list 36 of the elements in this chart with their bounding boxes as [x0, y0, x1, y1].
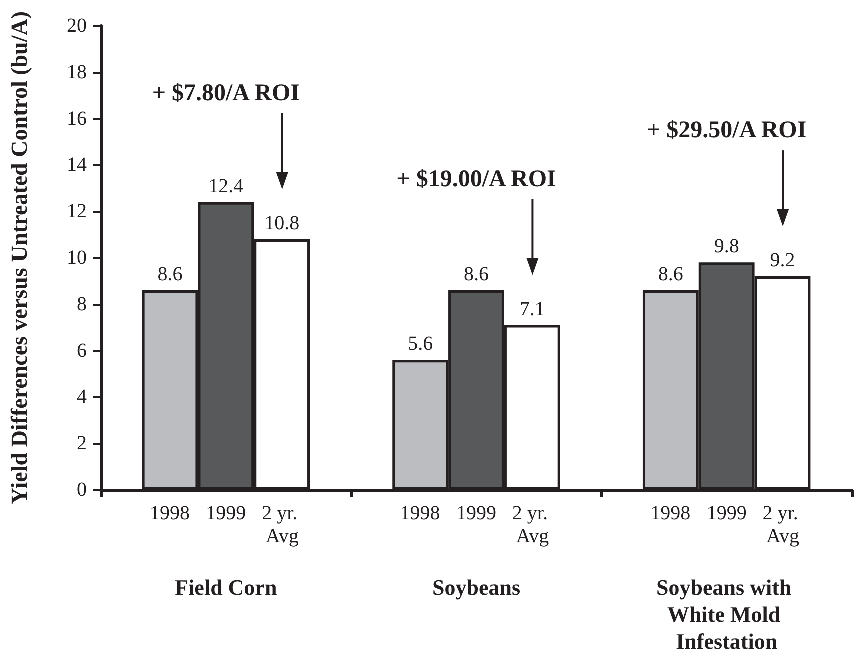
y-tick-label: 8 — [77, 293, 87, 316]
y-tick-label: 20 — [67, 15, 87, 37]
y-axis-title: Yield Differences versus Untreated Control (bu/A) — [7, 12, 32, 504]
text: 2 yr. Avg — [762, 502, 800, 548]
y-tick-label: 10 — [67, 247, 87, 269]
data-label: 10.8 — [264, 212, 300, 234]
y-tick-label: 18 — [67, 61, 87, 84]
series-label: 2 yr. Avg — [262, 502, 303, 548]
data-label: 8.6 — [658, 263, 684, 286]
y-tick-label: 12 — [67, 200, 87, 223]
y-tick-label: 0 — [77, 479, 87, 501]
data-label: 5.6 — [408, 333, 434, 356]
data-label: 8.6 — [158, 263, 183, 286]
series-label: 1999 — [206, 502, 246, 524]
x-tick-label: Soybeans with White Mold Infestation — [656, 575, 798, 654]
series-label: 1998 — [150, 502, 190, 524]
y-tick-label: 6 — [77, 340, 87, 362]
data-label: 9.8 — [714, 236, 740, 258]
text: 1999 — [456, 502, 496, 524]
annotation: + $29.50/A ROI — [646, 118, 807, 144]
text: 1998 — [400, 502, 440, 524]
data-label: 12.4 — [208, 175, 244, 198]
x-tick-label: Soybeans — [432, 575, 521, 600]
data-label: 9.2 — [770, 250, 796, 272]
data-label: 7.1 — [520, 298, 545, 320]
annotation: + $7.80/A ROI — [152, 80, 300, 106]
y-tick-label: 4 — [77, 386, 87, 408]
annotation: + $19.00/A ROI — [396, 166, 556, 192]
text: 2 yr. Avg — [512, 502, 550, 548]
y-tick-label: 2 — [77, 432, 87, 455]
y-tick-label: 14 — [67, 154, 87, 176]
y-tick-label: 16 — [67, 108, 87, 130]
text: 1999 — [706, 502, 747, 524]
data-label: 8.6 — [464, 263, 489, 286]
x-tick-label: Field Corn — [175, 575, 278, 600]
text: 1998 — [650, 502, 691, 524]
